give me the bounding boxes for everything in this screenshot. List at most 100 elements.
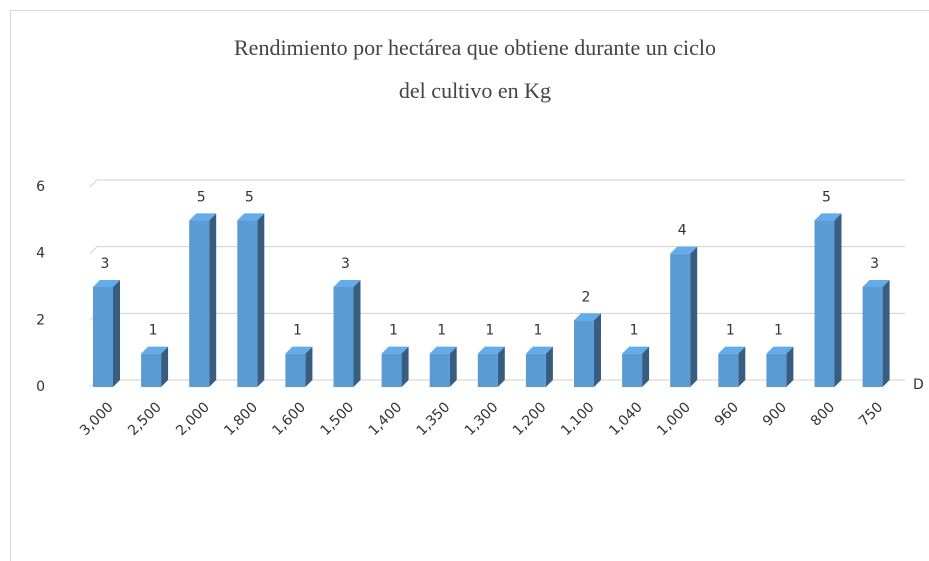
x-tick-label: 800	[808, 399, 838, 429]
bar-front	[285, 353, 306, 387]
data-label: 5	[245, 189, 254, 205]
legend-label: D	[913, 377, 924, 393]
bar-side	[161, 346, 169, 387]
bar-side	[882, 280, 890, 387]
bar-top	[237, 213, 265, 221]
grid-line	[89, 179, 98, 188]
bar-top	[525, 346, 553, 354]
bar-top	[574, 313, 601, 321]
bar	[93, 280, 120, 387]
bar-side	[449, 346, 457, 387]
bar-side	[834, 213, 842, 387]
grid-line	[89, 246, 98, 255]
x-tick-label: 900	[760, 399, 790, 429]
bar-side	[305, 346, 313, 387]
bar-top	[333, 280, 361, 287]
data-label: 1	[726, 323, 735, 339]
bar-top	[141, 346, 169, 354]
bar-front	[574, 320, 594, 387]
bar	[189, 213, 217, 387]
x-tick-label: 1,600	[269, 399, 309, 439]
bar	[141, 346, 169, 387]
y-tick-label: 0	[36, 379, 45, 395]
bar	[574, 313, 601, 387]
x-tick-label: 2,000	[173, 399, 213, 439]
bar	[766, 346, 794, 387]
x-tick-label: 1,200	[510, 399, 550, 439]
bar-side	[113, 280, 120, 387]
data-label: 1	[149, 323, 158, 339]
bar-side	[594, 313, 601, 387]
x-tick-label: 1,800	[221, 399, 261, 439]
x-tick-label: 2,500	[125, 399, 165, 439]
data-label: 3	[341, 256, 350, 272]
x-tick-label: 1,100	[558, 399, 598, 439]
bar-front	[622, 353, 643, 387]
bar-side	[401, 346, 409, 387]
bar-top	[285, 346, 313, 354]
x-tick-label: 1,300	[462, 399, 502, 439]
bar-top	[718, 346, 746, 354]
bar	[670, 246, 698, 387]
bar	[333, 280, 361, 387]
y-tick-label: 2	[36, 312, 45, 328]
bar-front	[477, 353, 498, 387]
data-label: 1	[293, 323, 302, 339]
x-tick-label: 3,000	[77, 399, 117, 439]
bar-top	[862, 280, 890, 287]
data-label: 1	[533, 323, 542, 339]
x-tick-label: 750	[856, 399, 886, 429]
bar-front	[141, 353, 162, 387]
bar-front	[333, 287, 354, 387]
bar-front	[766, 353, 787, 387]
bar	[429, 346, 457, 387]
data-label: 1	[485, 323, 494, 339]
x-tick-label: 1,350	[414, 399, 454, 439]
data-label: 1	[774, 323, 783, 339]
chart-title: del cultivo en Kg	[399, 78, 551, 103]
bar-side	[257, 213, 265, 387]
data-label: 1	[389, 323, 398, 339]
x-tick-label: 1,040	[606, 399, 646, 439]
bar	[718, 346, 746, 387]
data-label: 1	[437, 323, 446, 339]
bar-front	[237, 220, 258, 387]
bar-front	[93, 287, 113, 387]
data-label: 3	[870, 256, 879, 272]
bar-front	[670, 253, 691, 387]
bar	[477, 346, 505, 387]
chart-title: Rendimiento por hectárea que obtiene dur…	[234, 35, 716, 60]
bar-front	[429, 353, 450, 387]
bar-top	[93, 280, 120, 287]
bar-side	[209, 213, 217, 387]
bar-top	[622, 346, 650, 354]
bar-side	[497, 346, 505, 387]
bar-top	[477, 346, 505, 354]
bar-side	[642, 346, 650, 387]
bar	[285, 346, 313, 387]
y-tick-label: 4	[36, 246, 45, 262]
chart-border	[10, 10, 929, 561]
bar-top	[381, 346, 409, 354]
bar	[237, 213, 265, 387]
bar-front	[381, 353, 402, 387]
bar	[381, 346, 409, 387]
bar-side	[786, 346, 794, 387]
bar-side	[738, 346, 746, 387]
bar-front	[718, 353, 739, 387]
data-label: 1	[630, 323, 639, 339]
y-tick-label: 6	[36, 179, 45, 195]
bar-side	[545, 346, 553, 387]
x-tick-label: 1,000	[654, 399, 694, 439]
bar-top	[766, 346, 794, 354]
bar	[525, 346, 553, 387]
bar-front	[862, 287, 883, 387]
bar-front	[525, 353, 546, 387]
data-label: 5	[197, 189, 206, 205]
bar-top	[814, 213, 842, 221]
bar-side	[690, 246, 698, 387]
data-label: 3	[101, 256, 110, 272]
bar-front	[189, 220, 210, 387]
x-tick-label: 1,400	[366, 399, 406, 439]
